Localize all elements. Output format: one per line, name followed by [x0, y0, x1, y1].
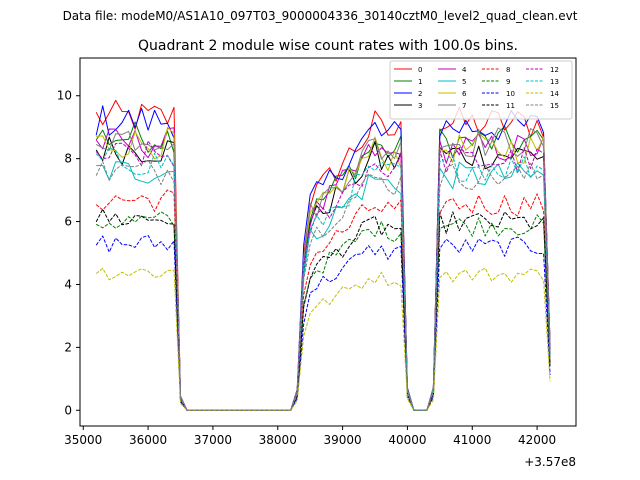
legend-label-0: 0	[418, 66, 422, 74]
series-line-2	[95, 105, 551, 411]
series-line-3	[95, 136, 551, 411]
legend-label-7: 7	[462, 102, 466, 110]
legend-label-6: 6	[462, 90, 467, 98]
series-line-7	[95, 127, 551, 411]
y-tick-label: 0	[64, 403, 72, 417]
series-line-10	[95, 234, 551, 411]
legend-label-15: 15	[550, 102, 559, 110]
series-line-12	[95, 140, 551, 411]
legend-label-4: 4	[462, 66, 467, 74]
legend-label-1: 1	[418, 78, 422, 86]
figure-suptitle: Data file: modeM0/AS1A10_097T03_90000043…	[63, 9, 578, 23]
x-tick-label: 41000	[453, 433, 491, 447]
chart-title: Quadrant 2 module wise count rates with …	[138, 38, 518, 54]
x-tick-label: 36000	[129, 433, 167, 447]
legend-label-10: 10	[506, 90, 515, 98]
plot-area	[95, 99, 551, 411]
series-line-15	[95, 159, 551, 411]
series-line-6	[96, 127, 551, 411]
axes-frame	[79, 57, 577, 427]
x-offset-label: +3.57e8	[524, 455, 576, 469]
legend-label-3: 3	[418, 102, 422, 110]
y-tick-label: 10	[57, 89, 72, 103]
x-tick-label: 35000	[64, 433, 102, 447]
legend-label-14: 14	[550, 90, 559, 98]
y-tick-label: 8	[64, 152, 72, 166]
x-tick-label: 38000	[259, 433, 297, 447]
legend-label-11: 11	[506, 102, 515, 110]
x-tick-label: 39000	[323, 433, 361, 447]
series-line-0	[95, 99, 551, 411]
series-line-4	[95, 127, 551, 411]
y-tick-label: 4	[64, 277, 72, 291]
series-line-11	[95, 208, 551, 411]
x-tick-label: 37000	[194, 433, 232, 447]
y-tick-label: 2	[64, 340, 72, 354]
legend-label-12: 12	[550, 66, 559, 74]
legend-label-13: 13	[550, 78, 559, 86]
legend-label-2: 2	[418, 90, 422, 98]
legend-label-8: 8	[506, 66, 510, 74]
y-tick-label: 6	[64, 215, 72, 229]
legend-label-9: 9	[506, 78, 510, 86]
series-line-13	[95, 147, 551, 411]
legend-label-5: 5	[462, 78, 466, 86]
series-line-8	[95, 189, 551, 411]
series-line-14	[95, 267, 551, 411]
series-line-9	[95, 211, 551, 411]
x-tick-label: 42000	[518, 433, 556, 447]
axes: 35000 36000 37000 38000 39000 40000 41000 42000…	[57, 57, 577, 447]
x-tick-label: 40000	[388, 433, 426, 447]
